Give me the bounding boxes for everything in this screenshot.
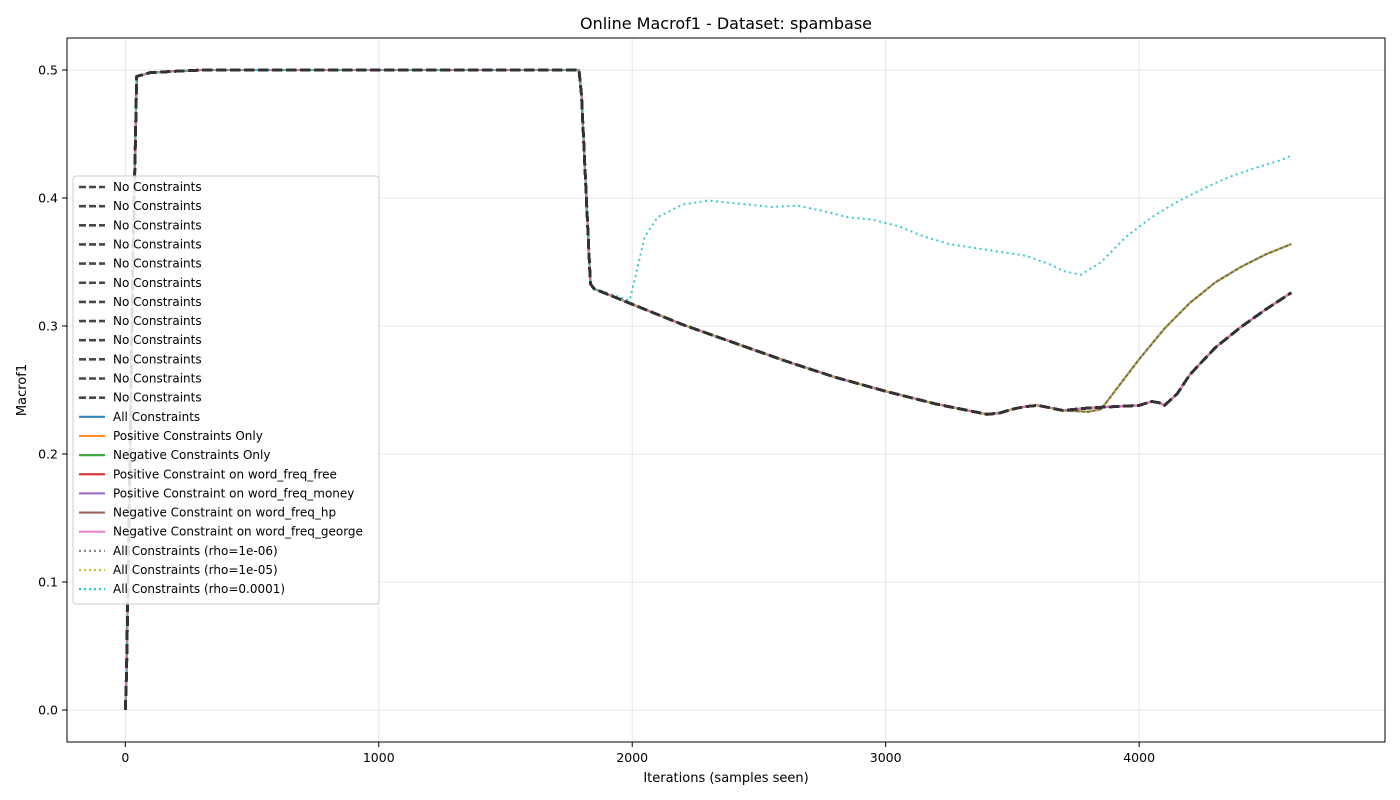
- plot-frame: [66, 37, 1386, 743]
- legend-label-16: Positive Constraint on word_freq_money: [113, 486, 354, 500]
- legend-label-14: Negative Constraints Only: [113, 448, 270, 462]
- x-tick-label: 1000: [363, 750, 395, 765]
- y-tick-label: 0.1: [38, 575, 58, 590]
- ticks: 0 1000 2000 3000 4000 0.0 0.1 0.2 0.3 0.4 0.5: [38, 63, 1155, 766]
- y-tick-label: 0.0: [38, 703, 58, 718]
- legend-label-19: All Constraints (rho=1e-06): [113, 544, 278, 558]
- legend-label-12: All Constraints: [113, 410, 200, 424]
- series-layer: [124, 68, 1292, 711]
- y-tick-label: 0.5: [38, 63, 58, 78]
- legend-label-4: No Constraints: [113, 257, 202, 271]
- legend-label-5: No Constraints: [113, 276, 202, 290]
- legend-label-1: No Constraints: [113, 199, 202, 213]
- legend-label-2: No Constraints: [113, 218, 202, 232]
- legend-label-17: Negative Constraint on word_freq_hp: [113, 506, 336, 520]
- legend-label-3: No Constraints: [113, 237, 202, 251]
- y-tick-label: 0.3: [38, 319, 58, 334]
- y-axis-label: Macrof1: [15, 364, 30, 416]
- legend-label-20: All Constraints (rho=1e-05): [113, 563, 278, 577]
- legend-label-21: All Constraints (rho=0.0001): [113, 582, 285, 596]
- x-tick-label: 3000: [870, 750, 902, 765]
- x-tick-label: 2000: [616, 750, 648, 765]
- x-tick-label: 0: [121, 750, 129, 765]
- series-line-21: [124, 69, 1292, 711]
- x-axis-label: Iterations (samples seen): [643, 771, 808, 786]
- legend-label-13: Positive Constraints Only: [113, 429, 263, 443]
- legend-label-0: No Constraints: [113, 180, 202, 194]
- legend-label-8: No Constraints: [113, 333, 202, 347]
- chart-title: Online Macrof1 - Dataset: spambase: [580, 14, 872, 33]
- legend-label-11: No Constraints: [113, 391, 202, 405]
- legend-label-9: No Constraints: [113, 352, 202, 366]
- legend-label-10: No Constraints: [113, 372, 202, 386]
- legend-label-6: No Constraints: [113, 295, 202, 309]
- legend-label-18: Negative Constraint on word_freq_george: [113, 525, 363, 539]
- legend: No Constraints No Constraints No Constrain…: [72, 175, 380, 605]
- legend-box: [72, 175, 380, 605]
- series-line-11: [124, 68, 1292, 711]
- legend-label-15: Positive Constraint on word_freq_free: [113, 467, 337, 481]
- legend-label-7: No Constraints: [113, 314, 202, 328]
- y-tick-label: 0.2: [38, 447, 58, 462]
- y-tick-label: 0.4: [38, 191, 58, 206]
- x-tick-label: 4000: [1123, 750, 1155, 765]
